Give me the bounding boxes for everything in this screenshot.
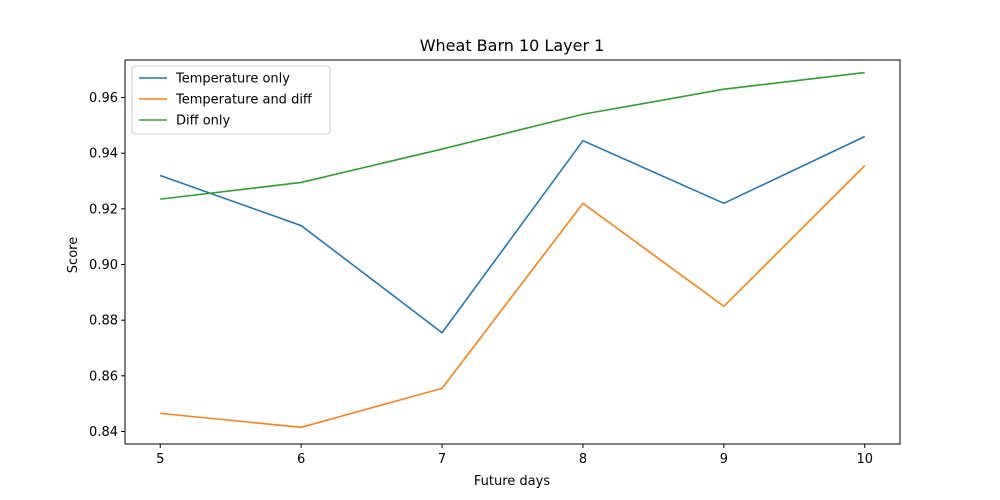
x-tick-label: 7 <box>438 452 446 467</box>
legend-label: Temperature and diff <box>175 93 313 108</box>
x-tick-label: 5 <box>156 452 164 467</box>
y-tick-label: 0.96 <box>89 91 118 106</box>
y-tick-label: 0.94 <box>89 147 118 162</box>
legend-label: Temperature only <box>175 72 290 87</box>
chart-title: Wheat Barn 10 Layer 1 <box>420 36 605 55</box>
plot-area: 5 6 7 8 9 10 0.84 0.86 0.88 0.90 0.92 0.94 0.96 Tempe… <box>89 59 901 467</box>
series-line-1 <box>159 135 866 334</box>
x-tick-label: 10 <box>856 452 873 467</box>
series-line-2 <box>160 165 866 429</box>
y-tick-label: 0.86 <box>89 369 118 384</box>
legend-box <box>131 65 331 135</box>
y-tick-label: 0.88 <box>89 314 118 329</box>
legend-label: Diff only <box>176 114 231 129</box>
x-tick-label: 8 <box>579 452 587 467</box>
x-tick-label: 6 <box>297 452 305 467</box>
series-line-3 <box>160 71 865 200</box>
y-tick-label: 0.92 <box>89 202 118 217</box>
y-tick-label: 0.84 <box>89 425 118 440</box>
y-axis-label: Score <box>66 237 81 273</box>
x-axis-label: Future days <box>474 474 550 489</box>
y-tick-label: 0.90 <box>89 258 118 273</box>
axes-frame <box>124 59 901 445</box>
x-tick-label: 9 <box>720 452 728 467</box>
